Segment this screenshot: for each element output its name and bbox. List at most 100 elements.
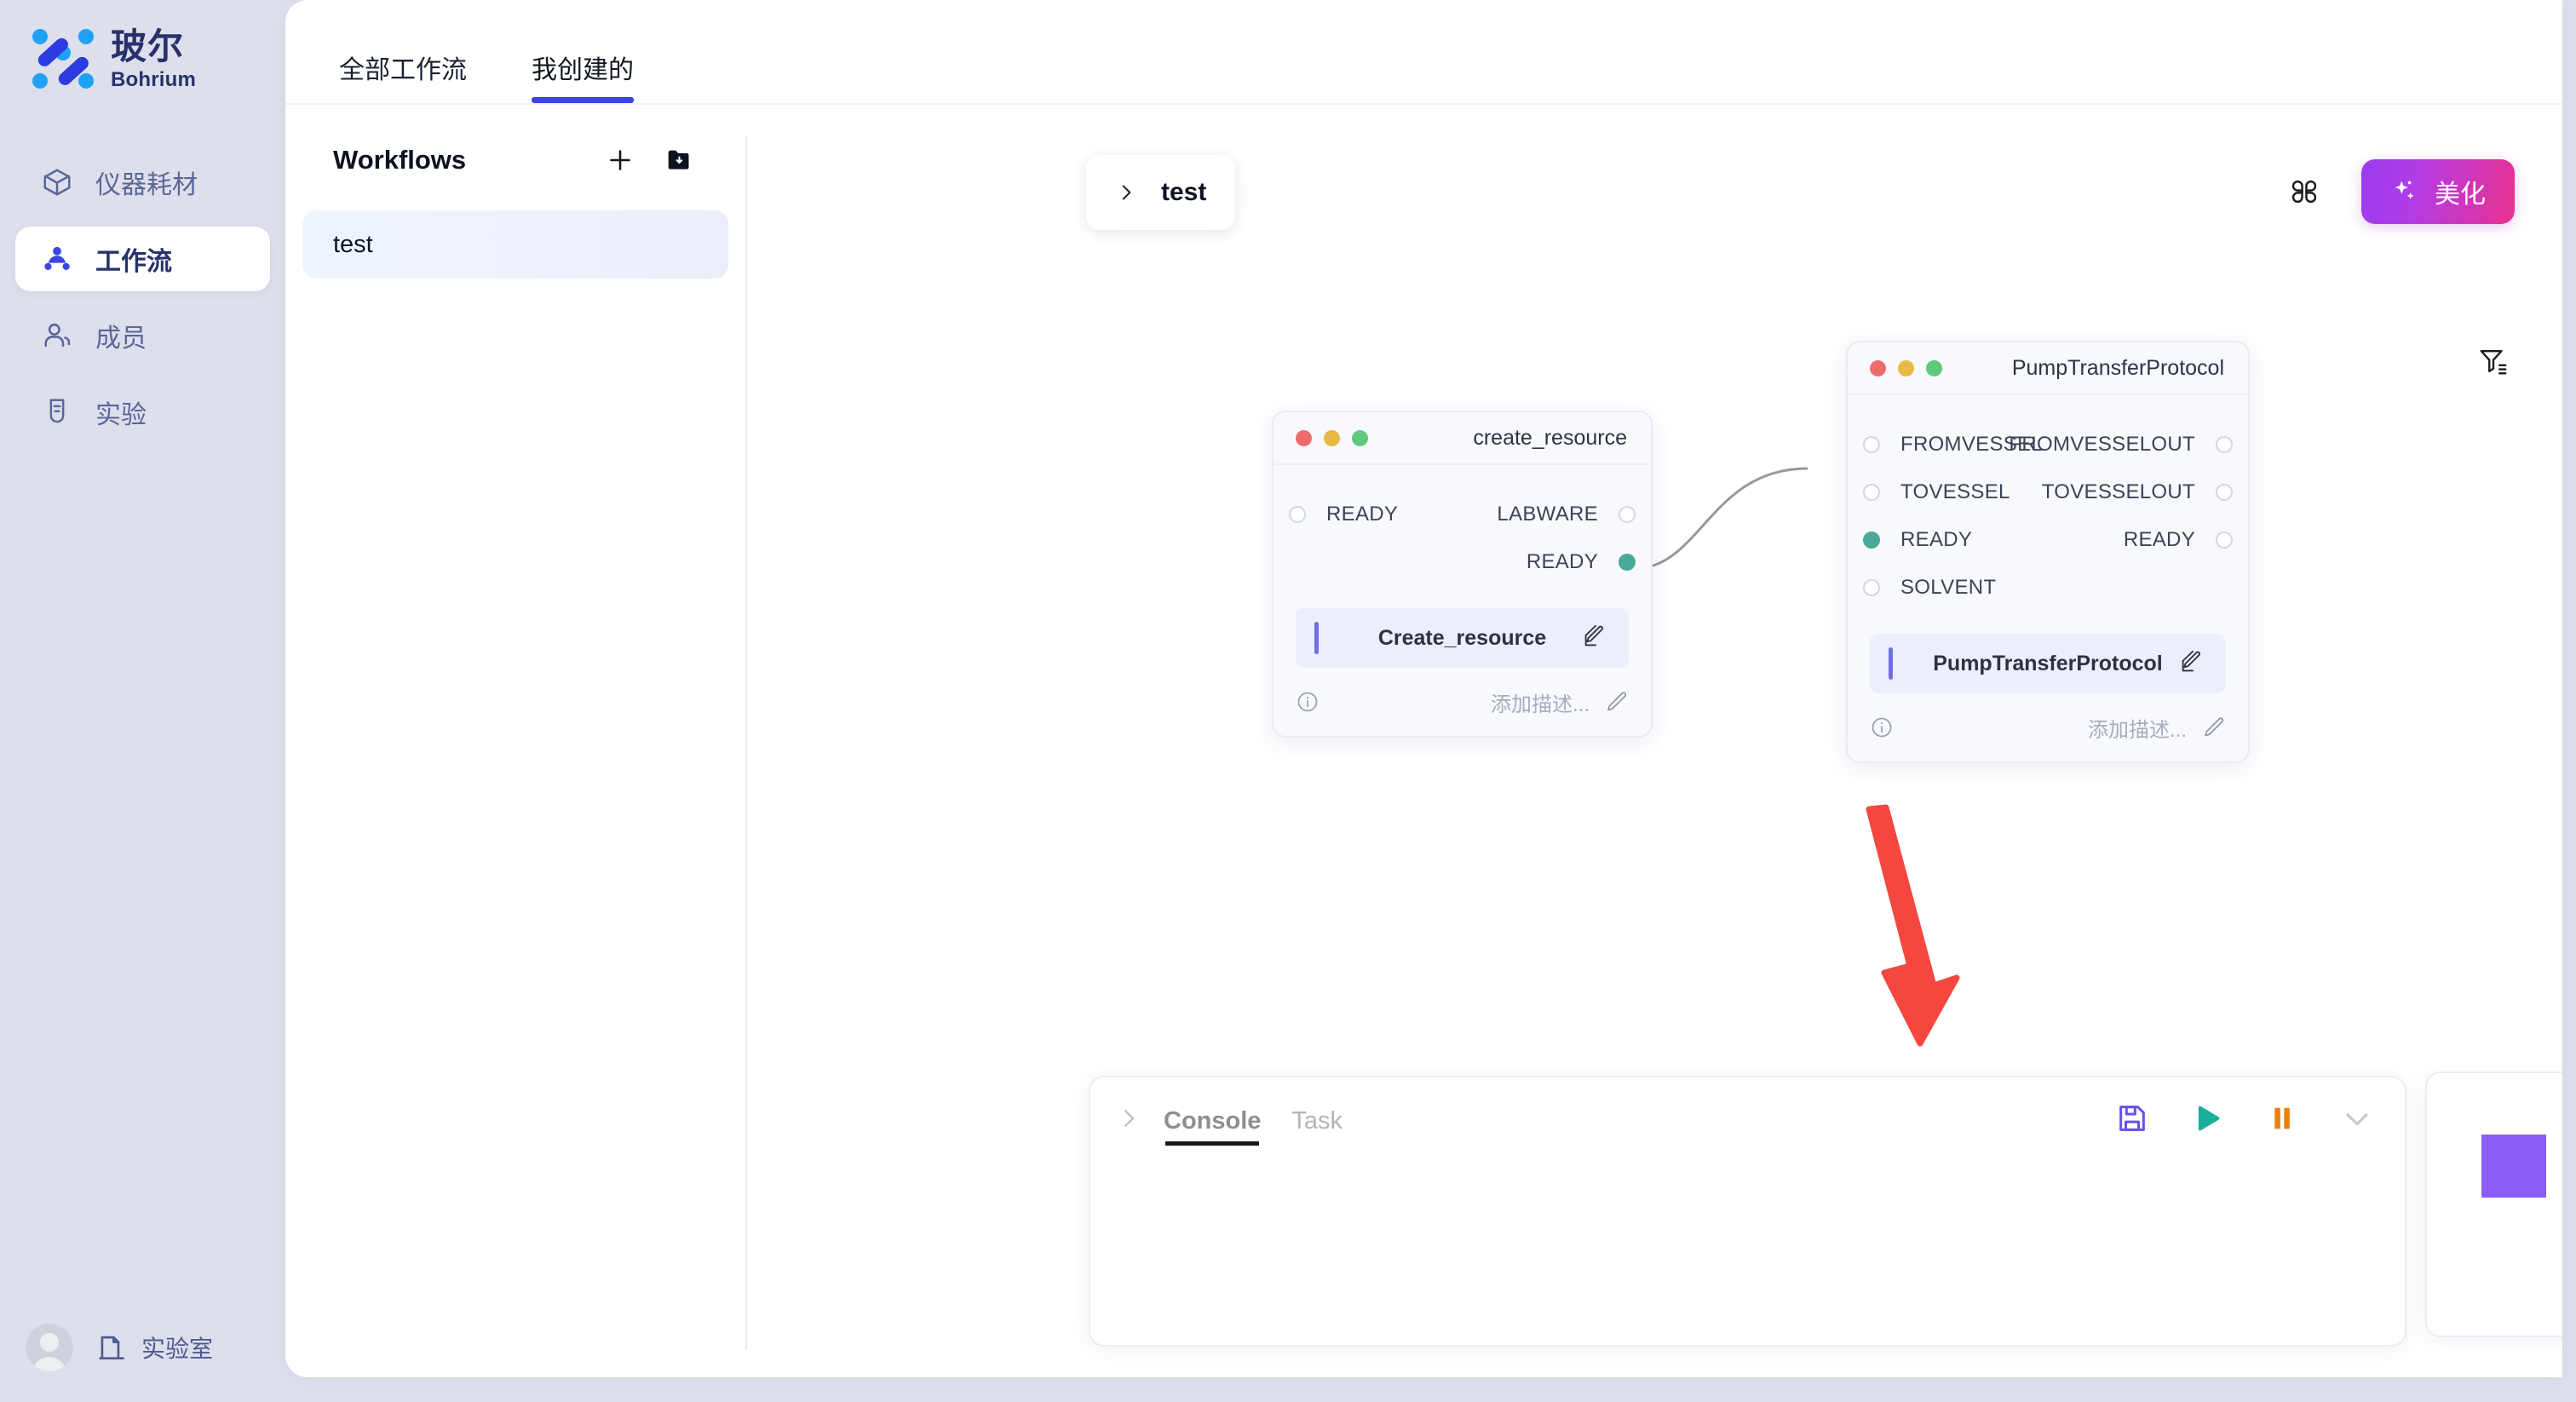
brand-name-cn: 玻尔 bbox=[111, 26, 185, 66]
list-item[interactable]: test bbox=[302, 210, 728, 279]
sidebar-footer: 实验室 bbox=[26, 1324, 213, 1371]
window-dot-yellow[interactable] bbox=[1324, 429, 1340, 446]
node-description[interactable]: 添加描述... bbox=[1491, 687, 1629, 717]
user-avatar-icon[interactable] bbox=[26, 1324, 73, 1371]
port-label: FROMVESSEL bbox=[1900, 433, 2044, 456]
accent-bar bbox=[1314, 622, 1319, 654]
sidebar-item-instruments[interactable]: 仪器耗材 bbox=[15, 150, 270, 215]
node-footer: 添加描述... bbox=[1274, 668, 1651, 736]
node-header: create_resource bbox=[1274, 412, 1651, 465]
port-dot-output[interactable] bbox=[1619, 554, 1636, 571]
node-description[interactable]: 添加描述... bbox=[2088, 713, 2226, 743]
port-dot-input[interactable] bbox=[1863, 436, 1880, 453]
node-header: PumpTransferProtocol bbox=[1848, 342, 2248, 395]
sidebar-item-members[interactable]: 成员 bbox=[15, 303, 270, 368]
console-toolbar: Console Task bbox=[1090, 1077, 2405, 1159]
window-dots bbox=[1296, 429, 1368, 446]
window-dot-green[interactable] bbox=[1926, 359, 1942, 376]
minimap-node-box bbox=[2481, 1135, 2546, 1198]
port-label: FROMVESSELOUT bbox=[2009, 433, 2195, 456]
sidebar-item-label: 成员 bbox=[95, 325, 147, 353]
pencil-icon[interactable] bbox=[2202, 715, 2226, 739]
top-tabbar: 全部工作流 我创建的 bbox=[285, 0, 2562, 105]
port-dot-output[interactable] bbox=[1619, 506, 1636, 523]
port-dot-input[interactable] bbox=[1289, 506, 1306, 523]
node-action-button[interactable]: Create_resource bbox=[1296, 608, 1629, 668]
description-placeholder: 添加描述... bbox=[2087, 718, 2187, 742]
canvas-minimap[interactable] bbox=[2425, 1072, 2562, 1337]
brand-name-en: Bohrium bbox=[111, 68, 197, 91]
node-create-resource[interactable]: create_resource READY LABWARE bbox=[1272, 411, 1653, 738]
node-action-button[interactable]: PumpTransferProtocol bbox=[1870, 634, 2226, 693]
sidebar-item-experiment[interactable]: 实验 bbox=[15, 380, 270, 445]
sidebar: 玻尔 Bohrium 仪器耗材 bbox=[0, 0, 285, 1402]
sparkle-icon bbox=[2390, 177, 2419, 206]
workflow-canvas[interactable]: test bbox=[747, 106, 2562, 1377]
port-label: READY bbox=[2123, 528, 2195, 551]
building-icon bbox=[95, 1331, 128, 1364]
members-icon bbox=[39, 318, 75, 353]
edit-square-icon[interactable] bbox=[1581, 625, 1607, 651]
bohrium-logo-icon bbox=[31, 27, 95, 92]
beautify-label: 美化 bbox=[2435, 181, 2486, 209]
window-dot-red[interactable] bbox=[1870, 359, 1886, 376]
console-panel: Console Task bbox=[1089, 1076, 2406, 1347]
collapse-down-icon[interactable] bbox=[2340, 1101, 2374, 1135]
app-grid-icon[interactable] bbox=[2286, 174, 2322, 210]
port-row: READY LABWARE bbox=[1274, 491, 1651, 538]
workflows-header: Workflows bbox=[285, 106, 745, 183]
workflow-icon bbox=[39, 241, 75, 277]
info-icon[interactable] bbox=[1870, 715, 1894, 739]
box-icon bbox=[39, 164, 75, 200]
node-pump-transfer-protocol[interactable]: PumpTransferProtocol FROMVESSEL FROMVESS… bbox=[1846, 341, 2250, 763]
beautify-button[interactable]: 美化 bbox=[2361, 159, 2515, 224]
tab-console[interactable]: Console bbox=[1164, 1107, 1261, 1152]
info-icon[interactable] bbox=[1296, 690, 1320, 714]
lab-label: 实验室 bbox=[141, 1336, 214, 1362]
tab-task[interactable]: Task bbox=[1291, 1106, 1343, 1135]
pencil-icon[interactable] bbox=[1605, 690, 1629, 714]
pause-icon[interactable] bbox=[2265, 1101, 2299, 1135]
tab-all-workflows[interactable]: 全部工作流 bbox=[339, 56, 467, 84]
brand: 玻尔 Bohrium bbox=[31, 27, 196, 92]
window-dot-yellow[interactable] bbox=[1898, 359, 1914, 376]
sidebar-item-workflow[interactable]: 工作流 bbox=[15, 227, 270, 291]
window-dot-green[interactable] bbox=[1352, 429, 1368, 446]
port-dot-output[interactable] bbox=[2216, 484, 2233, 501]
node-action-label: Create_resource bbox=[1377, 625, 1547, 650]
import-workflow-button[interactable] bbox=[652, 137, 708, 183]
port-dot-output[interactable] bbox=[2216, 531, 2233, 549]
port-row: READY bbox=[1274, 538, 1651, 586]
plus-icon bbox=[605, 145, 635, 175]
filter-icon[interactable] bbox=[2477, 345, 2510, 382]
port-dot-output[interactable] bbox=[2216, 436, 2233, 453]
edit-square-icon[interactable] bbox=[2178, 651, 2204, 676]
save-icon[interactable] bbox=[2115, 1101, 2149, 1135]
play-icon[interactable] bbox=[2190, 1101, 2224, 1135]
port-label: TOVESSEL bbox=[1900, 480, 2010, 503]
breadcrumb-label: test bbox=[1161, 178, 1207, 206]
port-row: TOVESSEL TOVESSELOUT bbox=[1848, 468, 2248, 516]
chevron-right-icon[interactable] bbox=[1116, 1106, 1141, 1131]
column-divider bbox=[745, 136, 747, 1350]
add-workflow-button[interactable] bbox=[592, 137, 648, 183]
tab-my-created[interactable]: 我创建的 bbox=[532, 49, 634, 103]
node-body: FROMVESSEL FROMVESSELOUT TOVESSEL bbox=[1848, 395, 2248, 761]
breadcrumb[interactable]: test bbox=[1086, 155, 1236, 230]
port-row: READY READY bbox=[1848, 516, 2248, 564]
port-label: TOVESSELOUT bbox=[2041, 480, 2195, 503]
port-dot-input[interactable] bbox=[1863, 484, 1880, 501]
port-dot-input[interactable] bbox=[1863, 579, 1880, 596]
port-dot-input[interactable] bbox=[1863, 531, 1880, 549]
window-dots bbox=[1870, 359, 1942, 376]
port-label: READY bbox=[1526, 550, 1598, 573]
sidebar-nav: 仪器耗材 工作流 bbox=[0, 150, 285, 457]
node-title: create_resource bbox=[1473, 425, 1627, 450]
port-row: SOLVENT bbox=[1848, 564, 2248, 612]
folder-download-icon bbox=[665, 146, 694, 175]
description-placeholder: 添加描述... bbox=[1490, 692, 1590, 716]
lab-switcher[interactable]: 实验室 bbox=[95, 1330, 213, 1365]
sidebar-item-label: 实验 bbox=[95, 401, 147, 429]
port-label: READY bbox=[1326, 503, 1399, 526]
window-dot-red[interactable] bbox=[1296, 429, 1312, 446]
